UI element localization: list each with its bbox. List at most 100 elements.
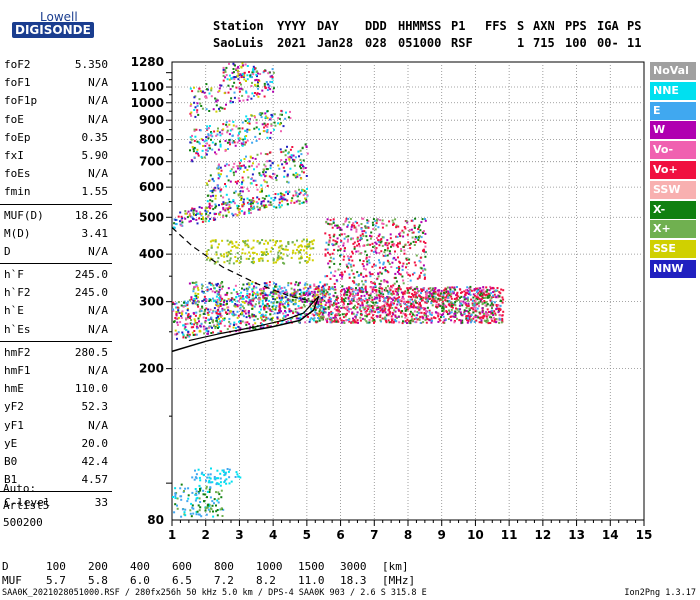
echo-dot	[286, 305, 289, 308]
param-value: 5.350	[74, 58, 108, 71]
echo-dot	[320, 304, 323, 307]
echo-dot	[207, 214, 210, 217]
echo-dot	[313, 291, 316, 294]
echo-dot	[401, 268, 404, 271]
echo-dot	[180, 215, 183, 218]
echo-dot	[398, 284, 400, 287]
echo-dot	[478, 301, 481, 304]
echo-dot	[468, 309, 471, 311]
echo-dot	[239, 476, 242, 479]
echo-dot	[251, 157, 254, 160]
echo-dot	[266, 259, 269, 262]
echo-dot	[372, 246, 375, 248]
echo-dot	[192, 209, 195, 212]
echo-dot	[481, 307, 484, 310]
echo-dot	[360, 286, 363, 289]
echo-dot	[216, 284, 218, 287]
echo-dot	[310, 247, 313, 250]
echo-dot	[208, 110, 211, 112]
echo-dot	[502, 310, 505, 313]
echo-dot	[244, 244, 247, 247]
echo-dot	[392, 221, 395, 224]
echo-dot	[378, 287, 381, 290]
echo-dot	[264, 292, 266, 295]
echo-dot	[265, 284, 268, 287]
param-value: 245.0	[74, 268, 108, 282]
echo-dot	[490, 316, 493, 319]
echo-dot	[311, 295, 314, 298]
d-value: 3000	[340, 560, 367, 573]
echo-dot	[232, 214, 235, 217]
echo-dot	[236, 75, 239, 78]
echo-dot	[201, 290, 204, 293]
echo-dot	[419, 240, 422, 243]
echo-dot	[355, 292, 357, 295]
y-tick-label: 500	[139, 210, 164, 224]
echo-dot	[232, 68, 235, 70]
echo-dot	[222, 471, 225, 474]
echo-dot	[221, 307, 224, 310]
echo-dot	[390, 297, 393, 300]
echo-dot	[278, 297, 281, 300]
echo-dot	[238, 87, 241, 90]
echo-dot	[487, 313, 490, 316]
echo-dot	[388, 252, 391, 255]
echo-dot	[348, 294, 351, 297]
echo-dot	[342, 316, 345, 319]
echo-dot	[471, 302, 474, 305]
echo-dot	[224, 185, 227, 188]
echo-dot	[245, 80, 247, 82]
muf-value: 7.2	[214, 574, 234, 587]
echo-dot	[243, 78, 246, 81]
echo-dot	[254, 116, 256, 119]
echo-dot	[329, 318, 332, 321]
echo-dot	[204, 220, 207, 223]
params-divider	[0, 203, 112, 205]
echo-dot	[198, 217, 201, 220]
echo-dot	[206, 288, 209, 291]
echo-dot	[211, 481, 214, 484]
echo-dot	[393, 302, 395, 305]
x-tick-label: 15	[636, 528, 653, 542]
echo-dot	[180, 311, 183, 314]
echo-dot	[236, 252, 239, 255]
echo-dot	[440, 292, 443, 295]
echo-dot	[306, 300, 308, 303]
echo-dot	[491, 312, 494, 315]
echo-dot	[340, 289, 343, 291]
echo-dot	[393, 282, 396, 285]
echo-dot	[218, 288, 221, 291]
echo-dot	[279, 148, 282, 151]
echo-dot	[235, 291, 238, 293]
echo-dot	[417, 306, 420, 309]
echo-dot	[328, 305, 331, 308]
echo-dot	[257, 208, 260, 211]
echo-dot	[405, 266, 407, 269]
echo-dot	[194, 469, 196, 472]
echo-dot	[328, 303, 331, 306]
echo-dot	[492, 296, 495, 298]
echo-dot	[198, 310, 201, 313]
echo-dot	[404, 309, 407, 312]
echo-dot	[319, 293, 322, 296]
echo-dot	[235, 323, 238, 326]
echo-dot	[361, 303, 364, 306]
echo-dot	[298, 257, 301, 260]
echo-dot	[208, 144, 211, 147]
echo-dot	[263, 282, 266, 285]
echo-dot	[221, 203, 224, 206]
echo-dot	[203, 328, 206, 331]
echo-dot	[371, 299, 374, 301]
echo-dot	[382, 223, 385, 225]
echo-dot	[269, 80, 272, 83]
echo-dot	[398, 286, 401, 289]
echo-dot	[469, 287, 472, 289]
x-tick-label: 7	[370, 528, 378, 542]
legend-item-e: E	[650, 101, 696, 120]
echo-dot	[256, 75, 258, 78]
echo-dot	[250, 164, 253, 167]
echo-dot	[188, 214, 191, 217]
echo-dot	[241, 248, 244, 251]
echo-dot	[466, 321, 469, 324]
echo-dot	[299, 158, 302, 161]
